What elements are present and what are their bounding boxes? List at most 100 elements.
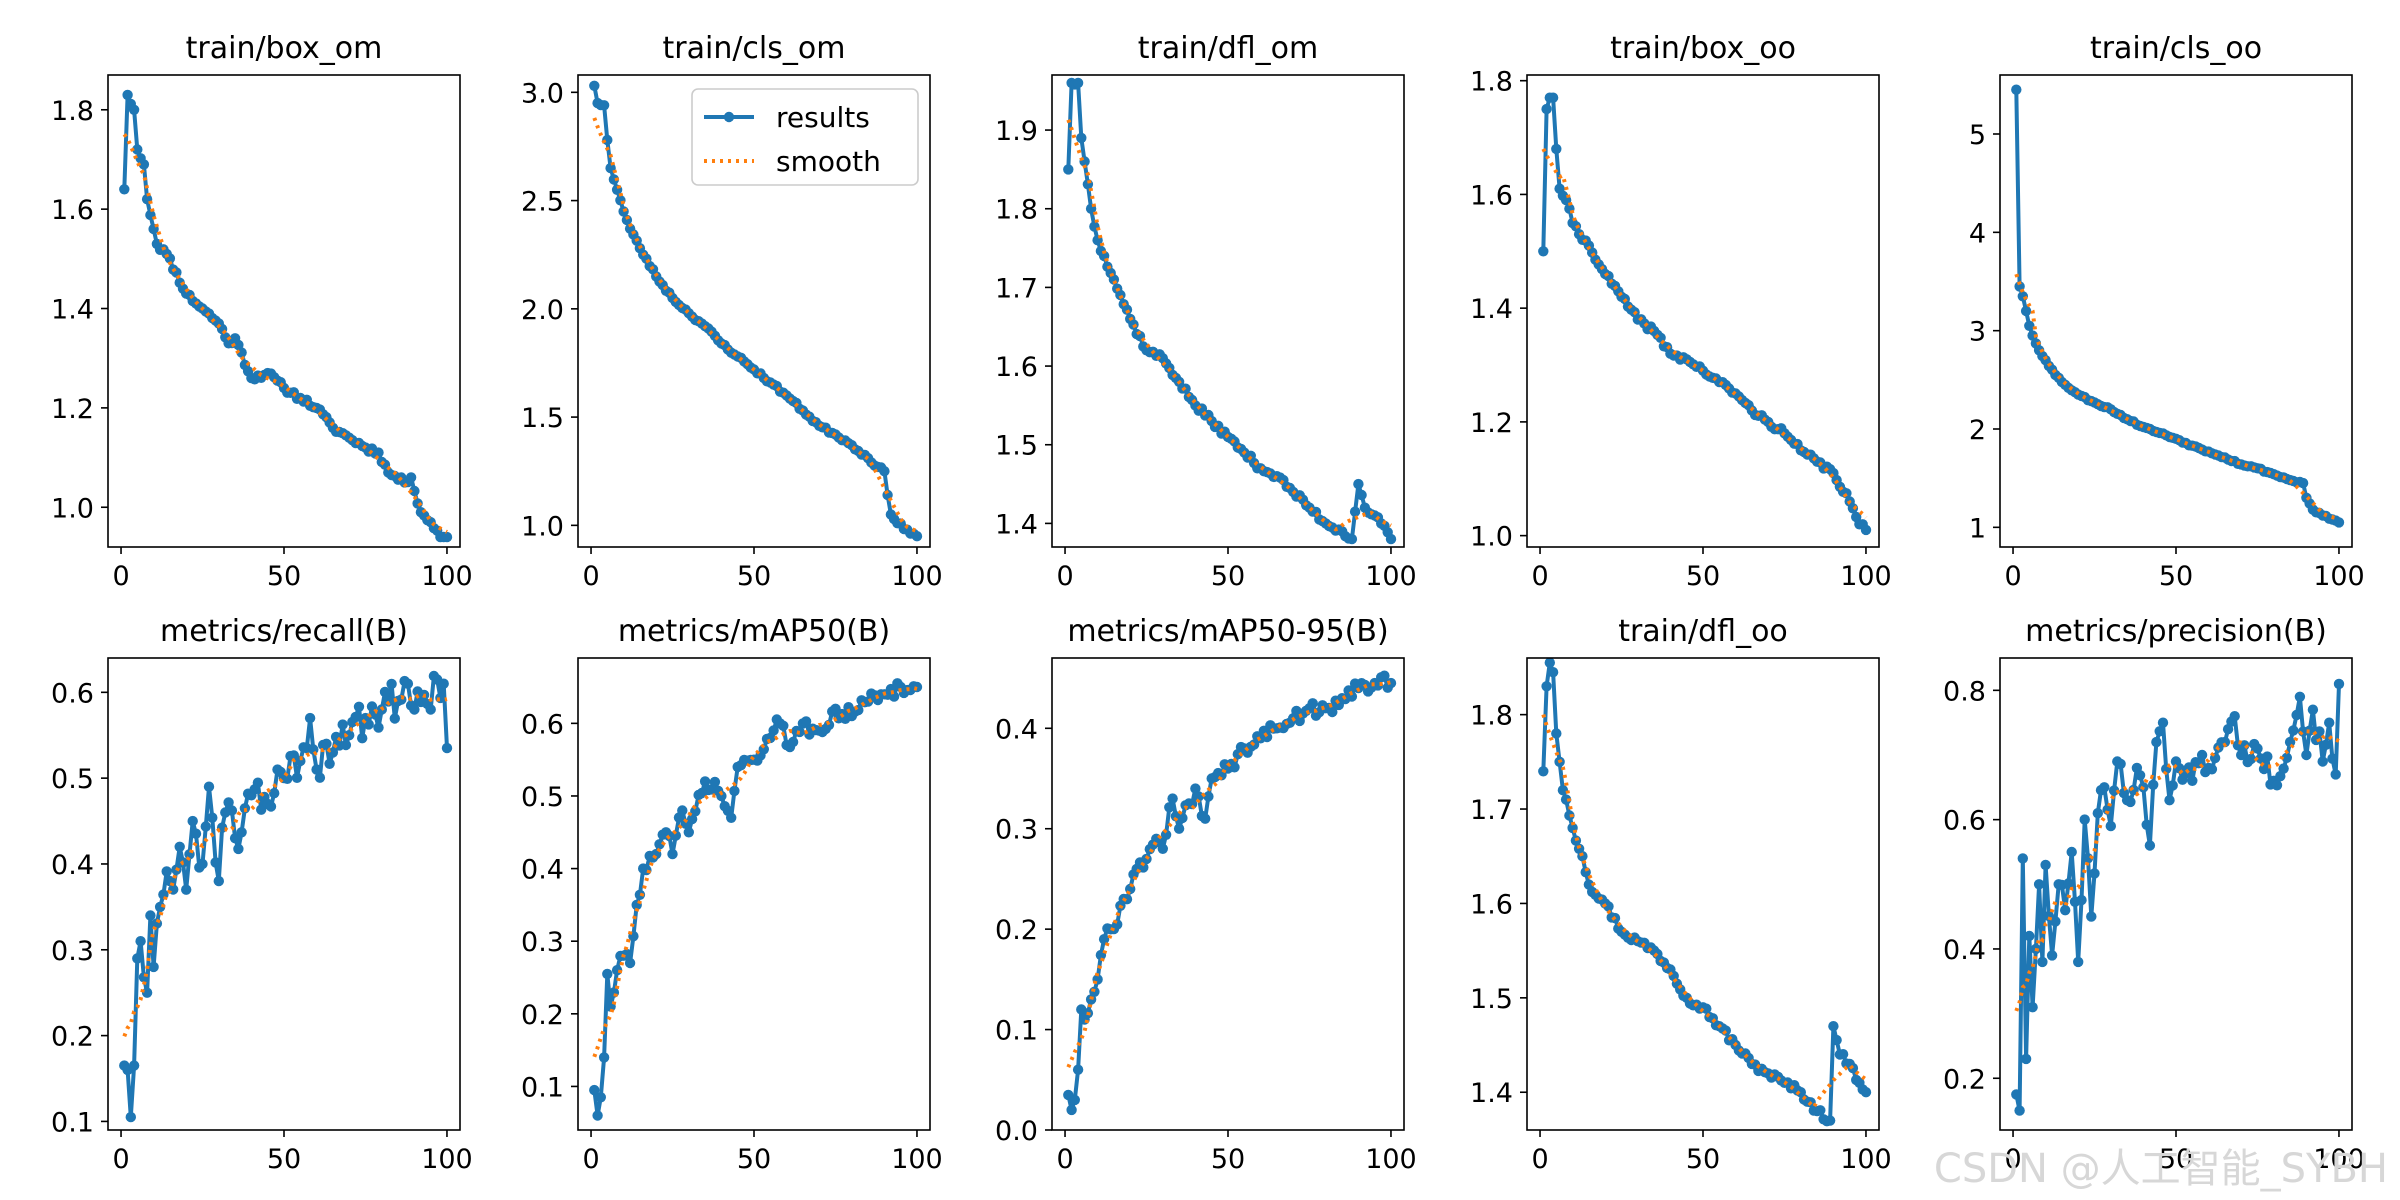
results-point [145,910,156,921]
results-point [2089,868,2100,879]
y-tick-label: 1.7 [995,273,1038,304]
results-point [1541,681,1552,692]
results-point [353,701,365,712]
y-tick-label: 1.7 [1470,795,1513,826]
results-point [125,1111,136,1123]
y-tick-label: 1.6 [1470,180,1513,211]
results-point [1307,698,1318,709]
results-point [2011,1089,2022,1100]
x-tick-label: 100 [1365,1144,1417,1175]
results-point [677,805,688,816]
y-tick-label: 0.6 [51,678,94,709]
legend-box [691,88,919,186]
results-point [683,827,694,838]
y-tick-label: 4 [1969,218,1986,249]
results-point [148,961,159,973]
results-point [1157,843,1169,854]
results-point [2099,782,2110,793]
results-point [210,857,221,868]
x-tick-label: 0 [2004,1144,2021,1175]
results-point [2278,763,2289,774]
y-tick-label: 1.9 [995,116,1038,147]
results-point [2258,763,2270,775]
y-tick-label: 2.5 [521,187,564,218]
x-tick-label: 50 [737,561,771,592]
results-point [2333,678,2345,690]
results-point [135,936,146,947]
results-point [438,678,449,689]
results-point [2086,911,2097,922]
results-point [174,841,185,852]
results-point [2196,749,2208,761]
results-point [2024,320,2035,331]
results-point [236,347,247,358]
results-point [1824,1115,1836,1126]
results-point [1072,77,1084,89]
x-tick-label: 0 [582,561,599,592]
results-point [1560,794,1572,805]
results-point [269,788,280,799]
results-point [236,827,247,838]
results-point [366,701,378,712]
results-point [641,864,652,876]
results-point [373,722,384,733]
results-point [412,498,423,509]
chart-panel-3: train/dfl_om 0 50 100 1.4 1.5 1.6 1.7 1.8 1.9 [995,31,1417,592]
results-point [2014,1105,2025,1116]
results-point [2105,820,2116,832]
results-point [879,466,890,477]
results-point [441,742,453,754]
y-tick-label: 1.0 [1470,522,1513,553]
results-point [823,719,835,731]
results-point [2324,717,2335,728]
results-point [758,744,769,755]
results-point [441,531,453,543]
results-point [405,472,417,483]
results-point [2317,756,2328,767]
results-point [2229,711,2240,722]
y-tick-label: 1.5 [521,403,564,434]
y-tick-label: 0.4 [1943,935,1986,966]
y-tick-label: 0.6 [1943,806,1986,837]
results-point [402,678,414,689]
results-point [1141,853,1152,865]
results-point [223,797,234,808]
results-point [1346,533,1358,545]
results-point [1815,1105,1826,1116]
results-point [1069,1094,1081,1106]
y-tick-label: 0.5 [521,782,564,813]
smooth-line [122,692,448,1038]
results-point [1577,851,1588,862]
results-point [321,738,332,749]
results-point [357,733,368,744]
panel-title: train/box_om [186,31,383,66]
results-point [2291,709,2302,721]
panel-title: metrics/recall(B) [160,614,408,649]
results-point [1701,1003,1712,1014]
results-point [282,773,293,784]
chart-panel-9: train/dfl_oo 0 50 100 1.4 1.5 1.6 1.7 1.8 [1470,614,1892,1175]
y-tick-label: 5 [1969,120,1986,151]
y-tick-label: 1.6 [995,352,1038,383]
results-point [1193,791,1204,802]
panel-title: train/box_oo [1610,31,1796,66]
results-point [716,790,727,802]
results-point [608,174,620,185]
results-point [2046,950,2058,961]
results-point [2066,846,2077,858]
results-point [1190,783,1201,794]
results-point [2271,780,2283,791]
results-point [589,80,600,92]
results-point [1349,506,1361,517]
results-point [2164,795,2175,806]
results-point [1847,1062,1859,1074]
y-tick-label: 0.1 [51,1107,94,1138]
y-tick-label: 2.0 [521,295,564,326]
results-point [1128,319,1139,330]
results-point [592,1110,603,1121]
results-point [1164,802,1175,813]
x-tick-label: 0 [2004,561,2021,592]
y-tick-label: 1.5 [995,431,1038,462]
results-point [327,747,339,758]
results-point [686,813,698,825]
